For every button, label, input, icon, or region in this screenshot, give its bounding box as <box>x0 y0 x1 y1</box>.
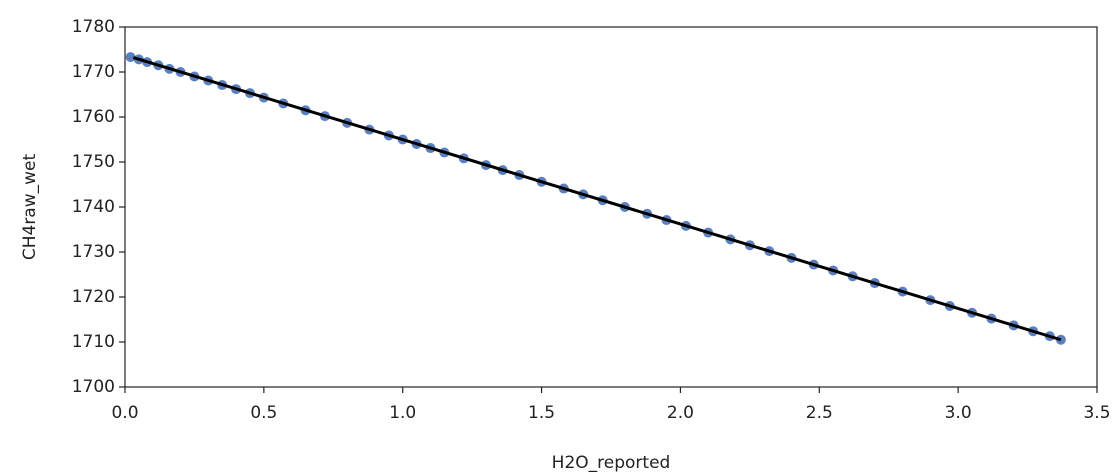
y-tick-label: 1750 <box>72 152 115 172</box>
x-tick-label: 1.0 <box>389 403 416 423</box>
y-tick-label: 1700 <box>72 377 115 397</box>
y-tick-label: 1720 <box>72 287 115 307</box>
x-tick-label: 3.0 <box>945 403 972 423</box>
x-tick-label: 3.5 <box>1083 403 1110 423</box>
x-tick-label: 0.5 <box>250 403 277 423</box>
y-tick-label: 1730 <box>72 242 115 262</box>
scatter-point <box>125 52 136 63</box>
trend-line <box>132 56 1062 342</box>
x-tick-label: 2.0 <box>667 403 694 423</box>
x-tick-label: 1.5 <box>528 403 555 423</box>
y-axis-title: CH4raw_wet <box>20 154 40 261</box>
y-tick-label: 1770 <box>72 62 115 82</box>
y-tick-label: 1740 <box>72 197 115 217</box>
plot-frame <box>124 26 1098 388</box>
x-tick-label: 0.0 <box>111 403 138 423</box>
x-axis-title: H2O_reported <box>552 453 671 473</box>
y-tick-label: 1760 <box>72 107 115 127</box>
y-tick-label: 1780 <box>72 17 115 37</box>
y-tick-label: 1710 <box>72 332 115 352</box>
x-tick-label: 2.5 <box>806 403 833 423</box>
